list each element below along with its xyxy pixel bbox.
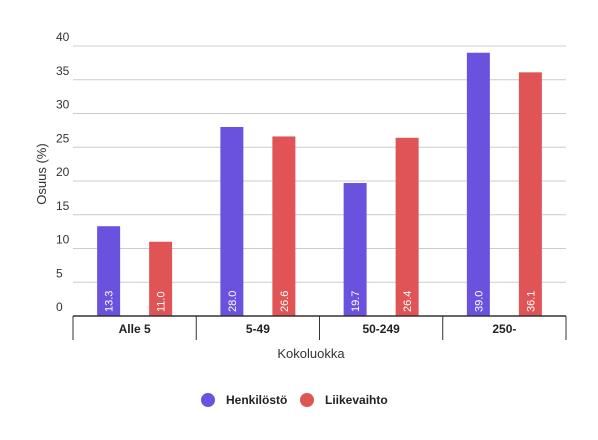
x-axis: Alle 5 5-49 50-249 250- xyxy=(72,315,567,340)
legend-label: Henkilöstö xyxy=(226,393,287,407)
x-axis-title: Kokoluokka xyxy=(277,346,345,361)
x-category-label: 5-49 xyxy=(246,322,270,336)
legend-marker xyxy=(201,393,215,407)
y-tick-label: 30 xyxy=(56,98,70,112)
y-tick-label: 40 xyxy=(56,30,70,44)
bar xyxy=(220,127,244,316)
bar xyxy=(466,52,490,316)
bar xyxy=(518,72,542,316)
bar xyxy=(395,137,419,316)
y-tick-label: 10 xyxy=(56,233,70,247)
y-tick-label: 5 xyxy=(56,266,63,280)
bar-value-label: 19.7 xyxy=(350,291,362,312)
y-tick-label: 20 xyxy=(56,165,70,179)
y-axis-title: Osuus (%) xyxy=(34,143,49,204)
legend-marker xyxy=(300,393,314,407)
bar-value-label: 13.3 xyxy=(104,291,116,312)
legend-label: Liikevaihto xyxy=(325,393,388,407)
y-tick-label: 35 xyxy=(56,64,70,78)
gridlines xyxy=(73,45,566,283)
bar-value-label: 26.4 xyxy=(402,291,414,312)
x-category-label: Alle 5 xyxy=(119,322,151,336)
y-tick-label: 25 xyxy=(56,131,70,145)
bar xyxy=(272,136,296,316)
bar xyxy=(149,241,173,316)
bar-value-label: 39.0 xyxy=(473,291,485,312)
y-tick-label: 15 xyxy=(56,199,70,213)
bar-value-label: 36.1 xyxy=(525,291,537,312)
bar-value-label: 11.0 xyxy=(156,291,168,312)
bar xyxy=(97,226,121,316)
x-category-label: 50-249 xyxy=(362,322,400,336)
y-tick-label: 0 xyxy=(56,300,63,314)
bar-value-label: 26.6 xyxy=(279,291,291,312)
bar-value-label: 28.0 xyxy=(227,291,239,312)
y-axis-ticks: 0 5 10 15 20 25 30 35 40 xyxy=(56,30,70,314)
bars: 13.3 28.0 19.7 39.0 11.0 26.6 26.4 36.1 xyxy=(97,52,542,316)
x-category-label: 250- xyxy=(492,322,516,336)
legend: Henkilöstö Liikevaihto xyxy=(201,393,388,407)
bar xyxy=(343,183,367,316)
